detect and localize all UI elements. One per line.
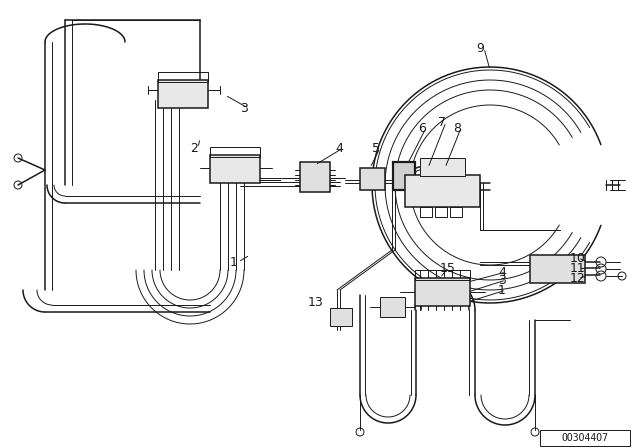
Bar: [530, 255, 585, 283]
Bar: [360, 168, 385, 190]
Text: 6: 6: [418, 121, 426, 134]
Text: 2: 2: [190, 142, 198, 155]
Bar: [300, 162, 330, 192]
Bar: [420, 158, 465, 176]
Bar: [158, 80, 208, 108]
Bar: [415, 278, 470, 306]
Bar: [415, 270, 470, 280]
Bar: [405, 175, 480, 207]
Text: 10: 10: [570, 251, 586, 264]
Text: 1: 1: [498, 284, 506, 297]
Bar: [393, 162, 415, 190]
Text: 8: 8: [453, 121, 461, 134]
Text: 15: 15: [440, 262, 456, 275]
Text: 13: 13: [308, 296, 324, 309]
Bar: [420, 207, 432, 217]
Bar: [210, 147, 260, 157]
Bar: [435, 207, 447, 217]
Text: 4: 4: [335, 142, 343, 155]
Bar: [158, 72, 208, 82]
Text: 12: 12: [570, 271, 586, 284]
Text: 11: 11: [570, 262, 586, 275]
Text: 3: 3: [240, 102, 248, 115]
Text: 3: 3: [498, 273, 506, 287]
Bar: [450, 207, 462, 217]
Text: 1: 1: [230, 255, 238, 268]
Bar: [330, 308, 352, 326]
Text: 7: 7: [438, 116, 446, 129]
Text: 4: 4: [498, 266, 506, 279]
Text: OO3O44O7: OO3O44O7: [561, 433, 609, 443]
Bar: [540, 430, 630, 446]
Bar: [380, 297, 405, 317]
Text: 5: 5: [372, 142, 380, 155]
Text: 9: 9: [476, 42, 484, 55]
Bar: [210, 155, 260, 183]
